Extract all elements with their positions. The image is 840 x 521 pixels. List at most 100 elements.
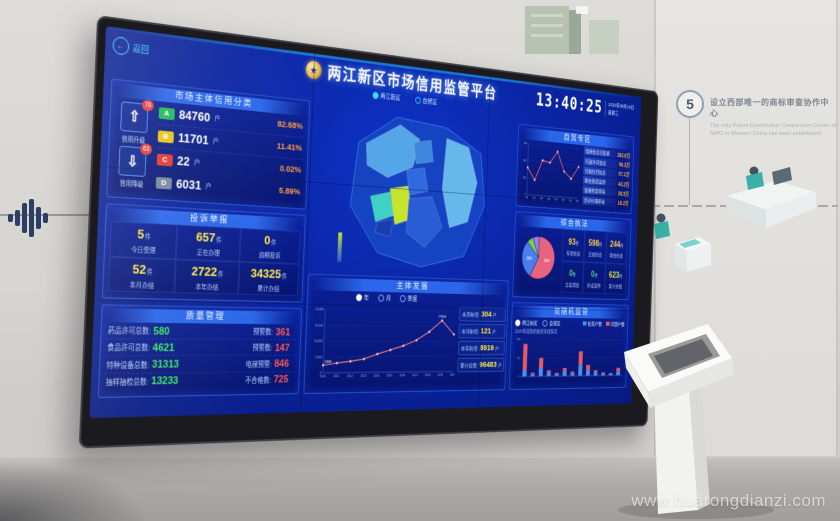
- radio-option[interactable]: 两江新区: [515, 319, 538, 326]
- svg-text:0: 0: [320, 371, 322, 375]
- svg-text:200: 200: [523, 176, 527, 180]
- complaint-stat: 0件 逾期投诉: [239, 228, 301, 264]
- stat-value: 657: [195, 229, 216, 245]
- stat-value: 34325: [250, 265, 282, 281]
- svg-text:58%: 58%: [544, 259, 550, 263]
- grade-unit: 户: [193, 159, 201, 167]
- ftz-item-value: 57.1万: [618, 172, 630, 179]
- complaint-stat: 34325件 累计办结: [237, 261, 300, 297]
- audio-waveform-decor: [8, 199, 48, 237]
- dev-stat: 累计总数: 96483 户: [457, 357, 505, 373]
- stat-label: 累计办结: [608, 284, 623, 290]
- wall-sticker: [575, 5, 589, 15]
- quality-label: 抽样抽检总数:: [105, 377, 149, 387]
- milestone-number: 5: [676, 90, 704, 118]
- svg-text:2010: 2010: [320, 375, 326, 379]
- back-label: 返回: [132, 42, 150, 55]
- stat-label: 逾期投诉: [258, 252, 281, 260]
- grade-chip: C: [156, 153, 174, 166]
- quality-label: 食品许可总数:: [107, 343, 151, 353]
- stat-label: 立案调查: [565, 283, 580, 289]
- stat-unit: 件: [598, 242, 603, 248]
- quality-warn-value: 846: [274, 358, 290, 370]
- ftz-line-chart: 600 400 200 0 1月 2月 3月 4月 5月 6月 7月 8月: [519, 139, 581, 205]
- grade-chip: A: [158, 106, 175, 120]
- dev-stat-value: 304: [480, 309, 492, 320]
- svg-text:2017: 2017: [412, 374, 418, 378]
- stat-unit: 件: [217, 271, 224, 278]
- random-area-options: 两江新区 自贸区: [515, 319, 561, 327]
- upgrade-badge: 76: [141, 99, 155, 112]
- kiosk-stand[interactable]: [596, 312, 796, 521]
- grade-percent: 82.68%: [277, 119, 304, 132]
- svg-text:5月: 5月: [554, 198, 557, 202]
- wall-seam: [836, 0, 838, 472]
- ftz-item-value: 182.6万: [617, 152, 631, 160]
- grade-count: 11701: [177, 130, 209, 148]
- svg-text:1月: 1月: [525, 196, 528, 200]
- gov-emblem-icon: ★: [305, 59, 322, 80]
- radio-option[interactable]: 月: [377, 294, 392, 303]
- stat-unit: 件: [620, 243, 624, 249]
- panel-ftz: 自贸专区 600 400 200 0 1月 2月 3月 4月 5月 6月 7月 8月 信用信息归集量 …: [515, 123, 635, 215]
- quality-warn-value: 725: [273, 374, 289, 386]
- map-base: [348, 113, 487, 270]
- radio-dot-icon: [377, 294, 384, 302]
- radio-label: 自贸区: [549, 321, 561, 327]
- district-map[interactable]: [308, 101, 514, 275]
- enforcement-stats: 93件 专项检查 598件 日常检查 244件 联合检查 0件 立案调查 0件 …: [560, 228, 628, 295]
- svg-text:5,000: 5,000: [315, 355, 322, 359]
- header-tab[interactable]: 自贸区: [414, 96, 438, 107]
- radio-option[interactable]: 季度: [399, 294, 417, 303]
- svg-text:2408: 2408: [324, 359, 331, 364]
- stat-unit: 件: [146, 268, 153, 276]
- stat-label: 联合检查: [609, 253, 624, 260]
- stat-unit: 件: [270, 240, 277, 247]
- milestone-text-cn: 设立西部唯一的商标审查协作中心: [710, 98, 829, 118]
- dev-stat-value: 121: [480, 326, 492, 336]
- panel-credit-classification: 市场主体信用分类 ⇧ 76 信用升级: [106, 78, 311, 210]
- header-tab[interactable]: 两江新区: [372, 91, 401, 103]
- floor-shadow: [0, 460, 150, 521]
- stat-unit: 件: [144, 233, 151, 242]
- radio-dot-icon: [515, 319, 521, 326]
- enforcement-stat: 93件 专项检查: [561, 228, 586, 262]
- dev-stat-label: 本月新增:: [461, 328, 480, 336]
- ftz-item-value: 43.2万: [618, 181, 630, 189]
- quality-row: 药品许可总数: 580 预警数: 361: [105, 323, 297, 341]
- radio-dot-icon: [542, 319, 548, 327]
- radio-dot-icon: [414, 96, 421, 105]
- downgrade-badge: 63: [140, 143, 153, 156]
- complaint-stat: 5件 今日受理: [109, 221, 178, 259]
- ftz-item-value: 16.2万: [617, 200, 629, 208]
- grade-count: 84760: [178, 107, 211, 125]
- map-region[interactable]: [413, 139, 434, 166]
- stat-value: 52: [132, 261, 147, 277]
- radio-option[interactable]: 自贸区: [542, 319, 560, 327]
- svg-text:3月: 3月: [540, 197, 543, 201]
- grade-unit: 户: [212, 137, 219, 145]
- quality-row: 特种设备总数: 31313 电梯预警: 846: [104, 357, 296, 374]
- svg-text:2014: 2014: [373, 374, 379, 378]
- svg-text:7月: 7月: [569, 199, 572, 203]
- quality-warn-label: 预警数:: [252, 343, 273, 353]
- back-arrow-icon: ←: [112, 36, 130, 56]
- credit-upgrade-indicator[interactable]: ⇧ 76 信用升级: [114, 99, 155, 145]
- credit-downgrade-indicator[interactable]: ⇩ 63 信用降级: [112, 143, 153, 189]
- svg-text:2016: 2016: [399, 374, 405, 378]
- figure-illustration: [654, 213, 711, 272]
- stat-label: 今日受理: [130, 247, 156, 255]
- stat-value: 2722: [191, 263, 218, 279]
- enforcement-stat: 623件 累计办结: [604, 262, 627, 295]
- header-tab-label: 自贸区: [422, 98, 438, 107]
- radio-option[interactable]: 年: [355, 293, 370, 302]
- dev-stat-unit: 户: [492, 330, 497, 336]
- svg-text:2011: 2011: [333, 374, 339, 378]
- panel-quality: 质量管理 药品许可总数: 580 预警数: 361 食品许可总数: 4621 预…: [97, 304, 303, 398]
- svg-text:2013: 2013: [360, 374, 366, 378]
- stat-value: 5: [137, 226, 145, 242]
- radio-label: 月: [385, 295, 392, 302]
- svg-text:100: 100: [517, 338, 521, 341]
- stat-label: 听证案件: [587, 284, 601, 290]
- wall-seam: [654, 0, 656, 465]
